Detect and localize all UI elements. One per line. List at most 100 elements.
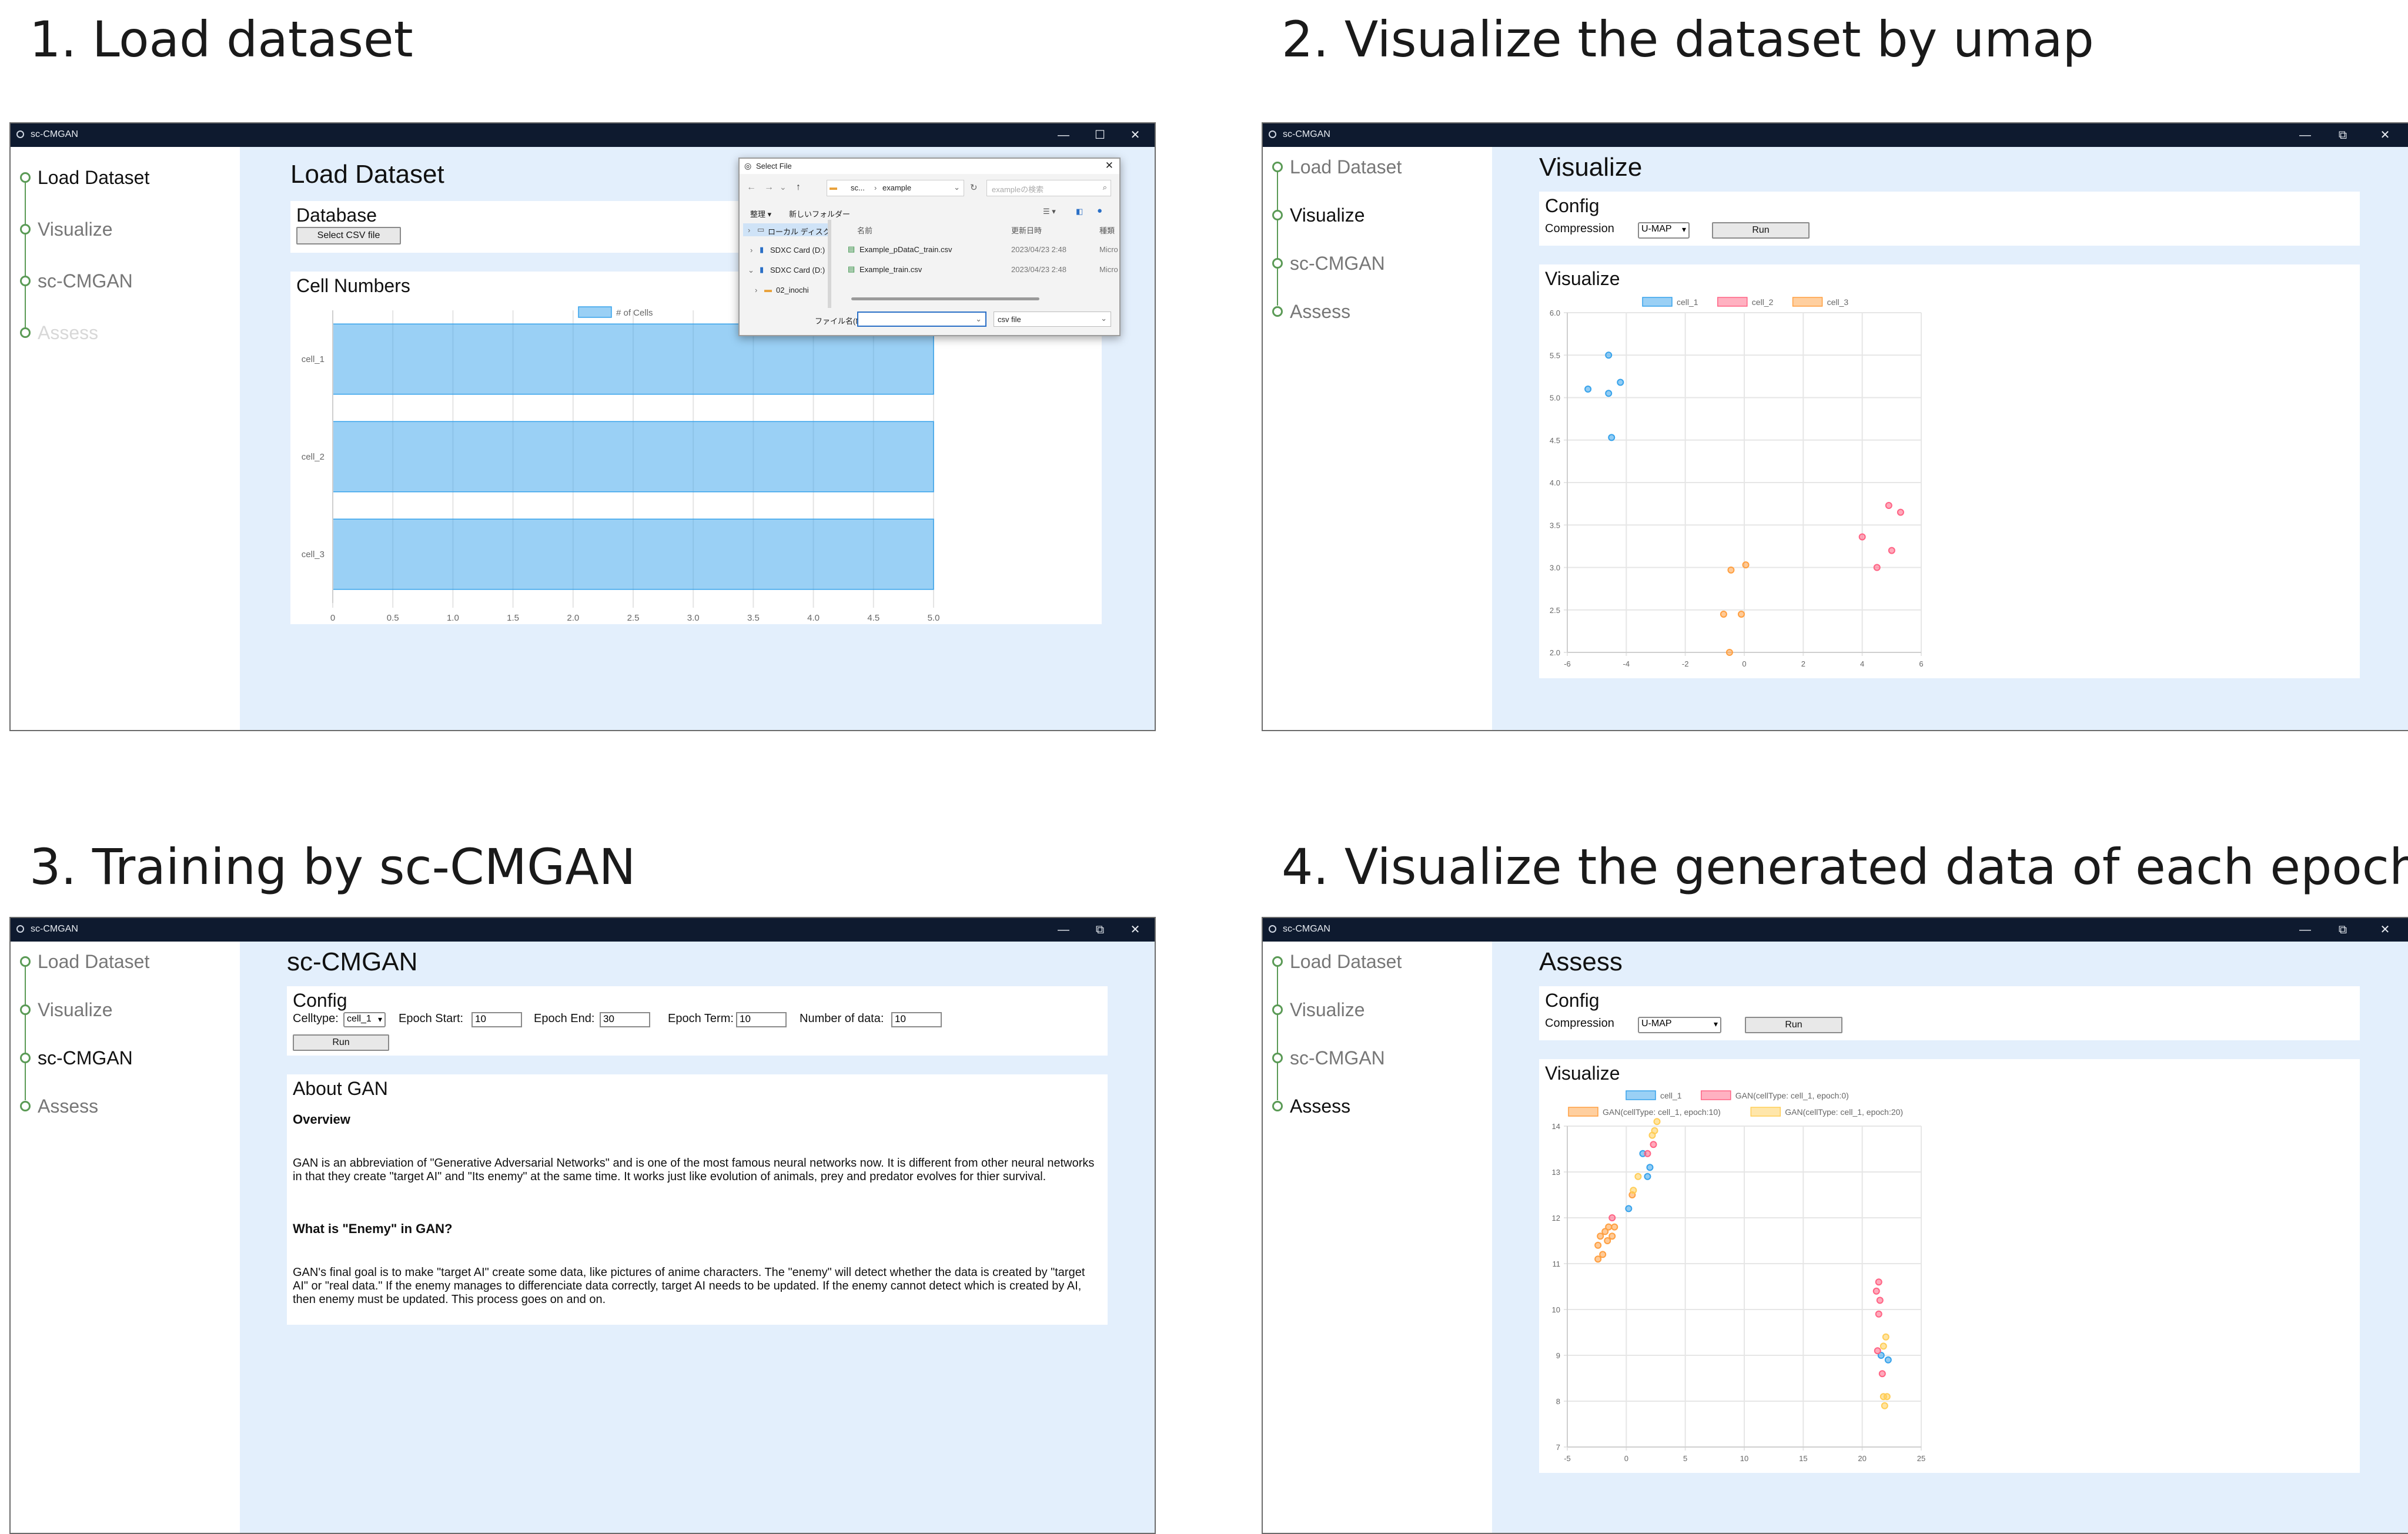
y-tick-label: 5.0 (1550, 394, 1560, 403)
minimize-button[interactable]: — (2299, 923, 2311, 936)
column-header-name[interactable]: 名前 (857, 226, 873, 235)
app-icon (1269, 925, 1276, 933)
nav-item-assess[interactable]: Assess (1272, 1094, 1350, 1118)
nav-item-visualize[interactable]: Visualize (1272, 998, 1364, 1021)
file-row-name[interactable]: Example_train.csv (859, 265, 922, 274)
help-icon[interactable]: ● (1097, 206, 1103, 216)
card-title: Config (1545, 195, 1600, 216)
nav-item-sc-cmgan[interactable]: sc-CMGAN (1272, 252, 1385, 275)
chevron-down-icon[interactable]: ⌄ (954, 183, 960, 192)
data-point (1630, 1187, 1637, 1194)
nav-item-sc-cmgan[interactable]: sc-CMGAN (20, 1046, 133, 1070)
nav-item-load-dataset[interactable]: Load Dataset (20, 166, 149, 189)
nav-item-load-dataset[interactable]: Load Dataset (20, 950, 149, 973)
chevron-down-icon: ▾ (1681, 225, 1686, 234)
window-title: sc-CMGAN (1283, 129, 1330, 139)
nav-item-load-dataset[interactable]: Load Dataset (1272, 155, 1402, 179)
epoch-start-input[interactable]: 10 (471, 1012, 522, 1027)
tree-collapse-icon[interactable]: ⌄ (748, 266, 754, 274)
back-arrow-icon[interactable]: ← (747, 182, 756, 192)
legend-swatch (1568, 1107, 1598, 1117)
assess-scatter-chart: -5 0 5 10 15 20 25 7 8 9 10 11 12 13 14 cell_1 GAN(cellT… (1552, 1090, 1925, 1463)
run-button[interactable]: Run (1745, 1017, 1842, 1033)
run-button[interactable]: Run (1712, 222, 1810, 239)
dialog-search-input[interactable]: exampleの検索 ⌕ (986, 180, 1111, 196)
refresh-icon[interactable]: ↻ (970, 183, 978, 193)
x-tick-label: 2.0 (567, 613, 579, 623)
filename-input[interactable]: ⌄ (857, 312, 986, 327)
close-button[interactable]: ✕ (1130, 923, 1141, 936)
recent-chevron-icon[interactable]: ⌄ (780, 182, 787, 192)
enemy-text: GAN's final goal is to make "target AI" … (293, 1266, 1085, 1306)
compression-select[interactable]: U-MAP ▾ (1638, 222, 1690, 239)
restore-button[interactable]: ⧉ (2338, 129, 2347, 142)
dialog-close-button[interactable]: ✕ (1105, 160, 1113, 171)
run-button[interactable]: Run (293, 1034, 389, 1051)
select-csv-button[interactable]: Select CSV file (296, 227, 401, 244)
view-options-icon[interactable]: ☰ ▾ (1043, 207, 1056, 216)
tree-item[interactable]: 02_inochi (776, 286, 809, 294)
page-title: Load Dataset (290, 160, 444, 189)
data-point (1644, 1173, 1651, 1180)
celltype-select[interactable]: cell_1 ▾ (343, 1012, 386, 1027)
forward-arrow-icon[interactable]: → (764, 182, 774, 192)
path-segment[interactable]: sc... (851, 183, 865, 192)
nav-item-sc-cmgan[interactable]: sc-CMGAN (1272, 1046, 1385, 1070)
data-point (1878, 1370, 1886, 1378)
new-folder-button[interactable]: 新しいフォルダー (789, 210, 851, 219)
nav-item-sc-cmgan[interactable]: sc-CMGAN (20, 269, 133, 293)
nav-item-visualize[interactable]: Visualize (20, 217, 112, 241)
number-of-data-input[interactable]: 10 (891, 1012, 942, 1027)
minimize-button[interactable]: — (1058, 923, 1069, 936)
tree-scrollbar[interactable] (828, 220, 831, 308)
chevron-down-icon[interactable]: ⌄ (1101, 314, 1107, 323)
path-segment[interactable]: example (882, 183, 912, 192)
page-title: Assess (1539, 947, 1623, 976)
tree-selected-row (743, 223, 831, 236)
config-card: Config Compression U-MAP ▾ Run (1539, 986, 2360, 1040)
nav-item-load-dataset[interactable]: Load Dataset (1272, 950, 1402, 973)
address-bar[interactable]: ▬ sc... › example ⌄ (827, 180, 964, 196)
column-header-type[interactable]: 種類 (1099, 226, 1115, 235)
preview-pane-icon[interactable]: ◧ (1076, 207, 1083, 216)
organize-menu[interactable]: 整理 ▾ (750, 210, 772, 219)
tree-expand-icon[interactable]: › (750, 246, 753, 254)
horizontal-scrollbar[interactable] (851, 297, 1039, 300)
epoch-end-input[interactable]: 30 (600, 1012, 650, 1027)
title-bar: sc-CMGAN — ☐ ✕ (11, 123, 1155, 147)
data-point (1605, 390, 1613, 397)
tree-expand-icon[interactable]: › (748, 226, 751, 235)
minimize-button[interactable]: — (2299, 129, 2311, 142)
restore-button[interactable]: ⧉ (1095, 923, 1105, 936)
compression-select[interactable]: U-MAP ▾ (1638, 1017, 1721, 1033)
minimize-button[interactable]: — (1058, 129, 1069, 142)
x-tick-label: -5 (1564, 1454, 1571, 1463)
tree-item[interactable]: SDXC Card (D:) (770, 266, 825, 274)
data-point (1605, 351, 1613, 359)
tree-item[interactable]: ローカル ディスク (768, 227, 831, 236)
page-title: Visualize (1539, 153, 1643, 182)
nav-item-visualize[interactable]: Visualize (1272, 203, 1364, 227)
tree-item[interactable]: SDXC Card (D:) (770, 246, 825, 254)
epoch-term-input[interactable]: 10 (736, 1012, 787, 1027)
close-button[interactable]: ✕ (2380, 923, 2390, 936)
nav-item-assess[interactable]: Assess (1272, 300, 1350, 323)
data-point (1884, 1356, 1892, 1364)
up-arrow-icon[interactable]: ↑ (796, 182, 801, 192)
column-header-date[interactable]: 更新日時 (1011, 226, 1042, 235)
restore-button[interactable]: ⧉ (2338, 923, 2347, 936)
chevron-down-icon[interactable]: ⌄ (975, 314, 982, 323)
maximize-button[interactable]: ☐ (1095, 129, 1105, 142)
step-dot-icon (20, 1053, 31, 1063)
page-title: sc-CMGAN (287, 947, 418, 976)
file-row-name[interactable]: Example_pDataC_train.csv (859, 245, 952, 254)
tree-expand-icon[interactable]: › (755, 286, 758, 294)
x-tick-label: -4 (1623, 659, 1630, 668)
close-button[interactable]: ✕ (2380, 129, 2390, 142)
nav-item-visualize[interactable]: Visualize (20, 998, 112, 1021)
filetype-select[interactable]: csv file ⌄ (994, 312, 1111, 327)
app-icon (16, 925, 24, 933)
app-window-load: sc-CMGAN — ☐ ✕ Load Dataset Visualize sc… (9, 122, 1156, 731)
nav-item-assess[interactable]: Assess (20, 1094, 98, 1118)
close-button[interactable]: ✕ (1130, 129, 1141, 142)
